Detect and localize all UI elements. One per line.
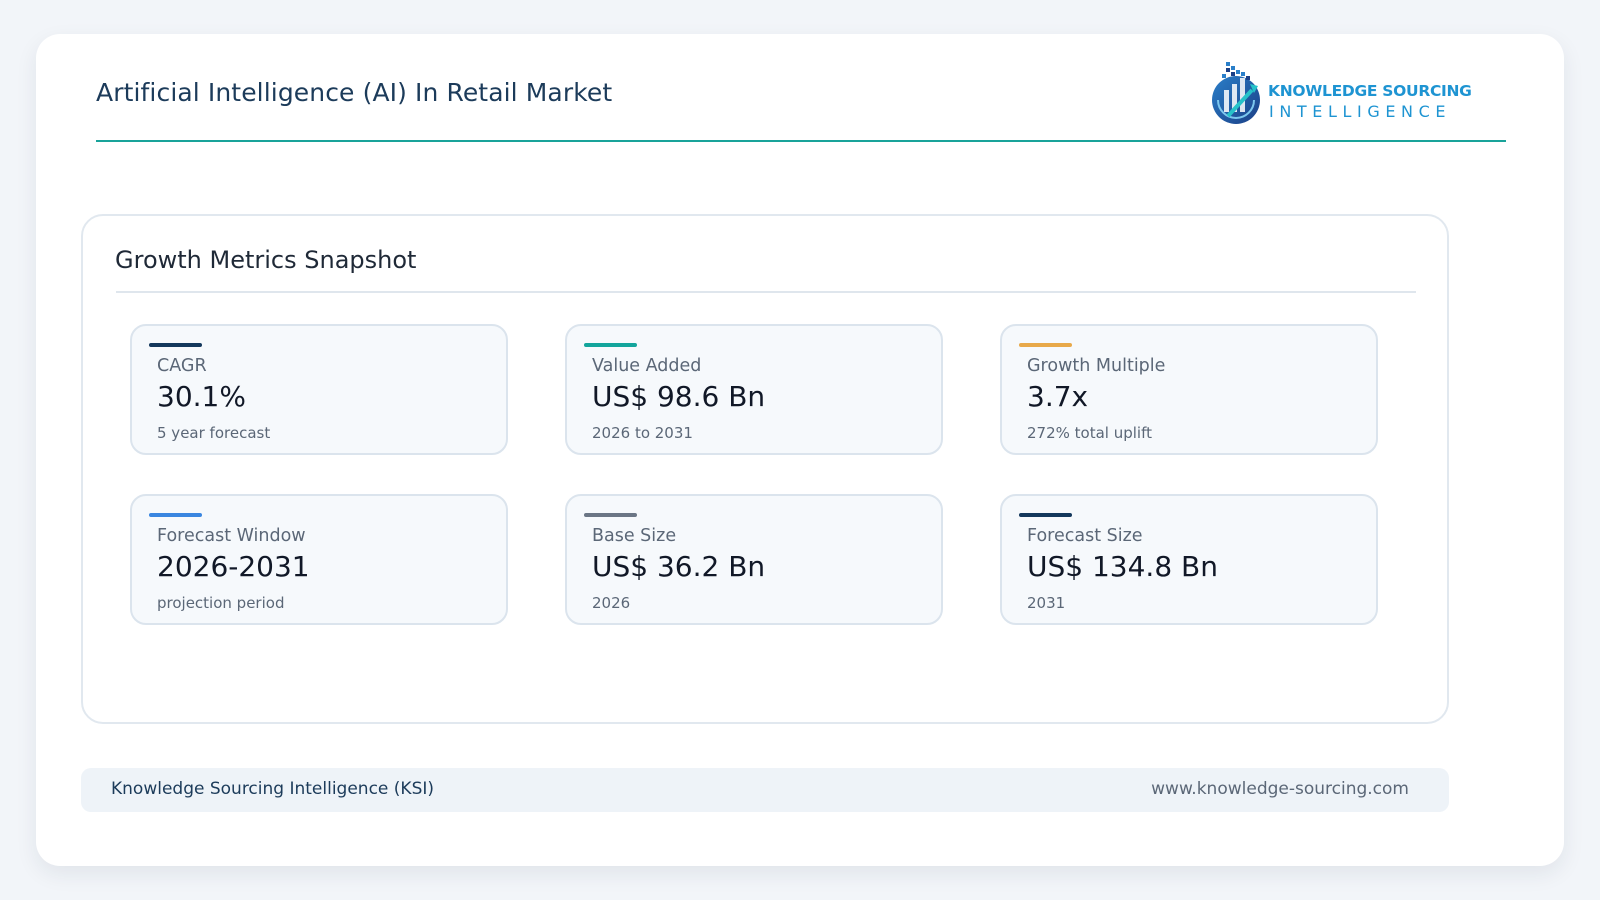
- metric-label: Growth Multiple: [1027, 356, 1166, 376]
- metric-value: 2026-2031: [157, 550, 310, 583]
- logo-text-line2: INTELLIGENCE: [1269, 102, 1452, 121]
- growth-metrics-panel: Growth Metrics Snapshot CAGR 30.1% 5 yea…: [81, 214, 1449, 724]
- ksi-globe-logo-icon: [1212, 62, 1260, 124]
- footer-website-link[interactable]: www.knowledge-sourcing.com: [1151, 779, 1409, 799]
- metric-value: 3.7x: [1027, 380, 1089, 413]
- metric-value: US$ 98.6 Bn: [592, 380, 766, 413]
- footer: Knowledge Sourcing Intelligence (KSI) ww…: [81, 768, 1449, 812]
- metric-note: 2026: [592, 594, 631, 612]
- metric-note: projection period: [157, 594, 285, 612]
- accent-bar: [149, 343, 202, 347]
- panel-divider: [116, 291, 1416, 293]
- page-title: Artificial Intelligence (AI) In Retail M…: [96, 78, 613, 107]
- metric-card-value-added: Value Added US$ 98.6 Bn 2026 to 2031: [565, 324, 943, 455]
- footer-company-name: Knowledge Sourcing Intelligence (KSI): [111, 779, 435, 799]
- accent-bar: [149, 513, 202, 517]
- metric-card-growth-multiple: Growth Multiple 3.7x 272% total uplift: [1000, 324, 1378, 455]
- panel-title: Growth Metrics Snapshot: [115, 246, 417, 274]
- metric-value: US$ 134.8 Bn: [1027, 550, 1218, 583]
- metric-card-base-size: Base Size US$ 36.2 Bn 2026: [565, 494, 943, 625]
- accent-bar: [584, 513, 637, 517]
- metric-label: Value Added: [592, 356, 702, 376]
- accent-bar: [1019, 513, 1072, 517]
- metric-note: 2026 to 2031: [592, 424, 693, 442]
- metric-label: Forecast Size: [1027, 526, 1143, 546]
- report-card: Artificial Intelligence (AI) In Retail M…: [36, 34, 1564, 866]
- metric-label: CAGR: [157, 356, 207, 376]
- accent-bar: [1019, 343, 1072, 347]
- metric-note: 5 year forecast: [157, 424, 271, 442]
- metric-value: 30.1%: [157, 380, 246, 413]
- header: Artificial Intelligence (AI) In Retail M…: [96, 34, 1506, 142]
- logo-text-line1: KNOWLEDGE SOURCING: [1268, 82, 1472, 100]
- metric-card-cagr: CAGR 30.1% 5 year forecast: [130, 324, 508, 455]
- company-logo[interactable]: KNOWLEDGE SOURCING INTELLIGENCE: [1210, 60, 1472, 128]
- metric-card-forecast-size: Forecast Size US$ 134.8 Bn 2031: [1000, 494, 1378, 625]
- metric-note: 2031: [1027, 594, 1066, 612]
- metric-note: 272% total uplift: [1027, 424, 1152, 442]
- metric-label: Base Size: [592, 526, 677, 546]
- metric-card-forecast-window: Forecast Window 2026-2031 projection per…: [130, 494, 508, 625]
- metric-value: US$ 36.2 Bn: [592, 550, 766, 583]
- metric-label: Forecast Window: [157, 526, 306, 546]
- accent-bar: [584, 343, 637, 347]
